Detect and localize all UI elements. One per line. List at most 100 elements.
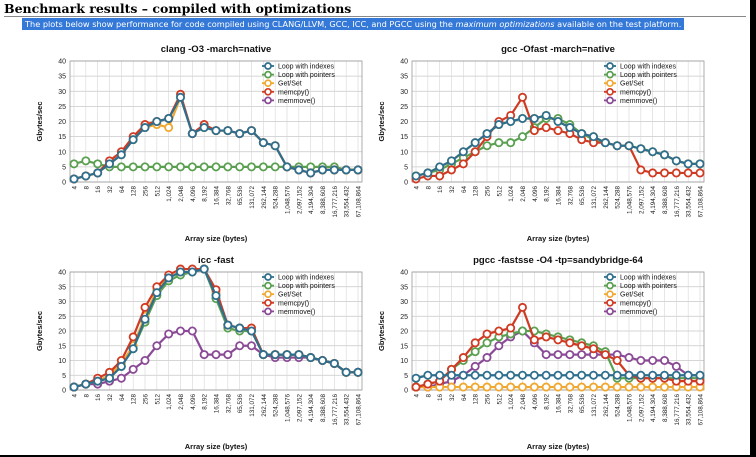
data-point <box>447 165 457 175</box>
y-tick-label: 30 <box>58 299 66 306</box>
data-point <box>258 138 268 148</box>
x-tick-label: 64 <box>461 394 468 402</box>
x-tick-label: 262,144 <box>603 394 610 417</box>
x-tick-label: 8,192 <box>202 394 209 410</box>
data-point <box>458 353 468 363</box>
legend-entry: Get/Set <box>278 81 302 88</box>
data-point <box>306 353 316 363</box>
data-point <box>105 159 115 169</box>
x-tick-label: 32 <box>107 394 114 402</box>
x-tick-label: 128 <box>131 394 138 405</box>
x-tick-label: 16 <box>95 186 102 194</box>
x-tick-label: 4,096 <box>532 186 539 202</box>
x-tick-label: 33,554,432 <box>344 394 351 426</box>
data-point <box>235 323 245 333</box>
x-tick-label: 2,048 <box>520 394 527 410</box>
data-point <box>317 165 327 175</box>
x-tick-label: 1,048,576 <box>285 186 292 215</box>
x-tick-label: 2,097,152 <box>638 186 645 215</box>
data-point <box>164 162 174 172</box>
data-point <box>648 370 658 380</box>
data-point <box>423 370 433 380</box>
data-point <box>553 335 563 345</box>
data-point <box>411 171 421 181</box>
chart-panel-gcc: gcc -Ofast -march=native 0 5 10 15 20 25 30 35 40… <box>372 40 712 245</box>
data-point <box>199 123 209 133</box>
legend-entry: memmove() <box>278 309 315 316</box>
legend-swatch-marker <box>264 87 272 96</box>
x-tick-label: 524,288 <box>615 394 622 417</box>
data-point <box>282 162 292 172</box>
data-point <box>636 370 646 380</box>
x-tick-label: 32,768 <box>225 186 232 206</box>
data-point <box>659 356 669 366</box>
data-point <box>695 159 705 169</box>
data-point <box>482 353 492 363</box>
y-tick-label: 0 <box>62 180 66 187</box>
x-tick-label: 2,048 <box>520 186 527 202</box>
legend-swatch-marker <box>264 62 272 70</box>
data-point <box>81 171 91 181</box>
data-point <box>175 162 185 172</box>
data-point <box>506 382 516 392</box>
x-tick-label: 524,288 <box>273 186 280 209</box>
x-tick-label: 4,194,304 <box>650 394 657 423</box>
x-axis-label: Array size (bytes) <box>527 442 590 451</box>
x-tick-label: 8,388,608 <box>320 186 327 215</box>
data-point <box>152 117 162 127</box>
data-point <box>128 162 138 172</box>
data-point <box>671 361 681 371</box>
y-tick-label: 20 <box>58 329 66 336</box>
x-tick-label: 67,108,864 <box>356 186 363 218</box>
data-point <box>69 382 79 392</box>
x-tick-label: 33,554,432 <box>344 186 351 218</box>
page-heading: Benchmark results – compiled with optimi… <box>4 1 352 16</box>
data-point <box>683 168 693 178</box>
data-point <box>411 382 421 392</box>
data-point <box>541 332 551 342</box>
data-point <box>577 382 587 392</box>
data-point <box>541 110 551 120</box>
x-tick-label: 4,194,304 <box>308 394 315 423</box>
y-tick-label: 20 <box>400 119 408 126</box>
data-point <box>175 267 185 277</box>
data-point <box>152 162 162 172</box>
data-point <box>258 162 268 172</box>
data-point <box>541 370 551 380</box>
legend-swatch-marker <box>606 70 614 79</box>
data-point <box>577 129 587 139</box>
data-point <box>517 113 527 123</box>
y-tick-label: 40 <box>58 270 66 277</box>
data-point <box>140 302 150 312</box>
x-tick-label: 8,192 <box>202 186 209 202</box>
data-point <box>69 174 79 184</box>
y-tick-label: 30 <box>400 299 408 306</box>
legend-entry: Loop with indexes <box>620 275 677 282</box>
series-0 <box>69 92 363 184</box>
x-tick-label: 1,024 <box>508 186 515 202</box>
x-tick-label: 2,097,152 <box>296 394 303 423</box>
data-point <box>482 129 492 139</box>
legend-swatch-marker <box>606 307 614 316</box>
data-point <box>636 165 646 175</box>
data-point <box>246 126 256 136</box>
data-point <box>128 344 138 354</box>
x-tick-label: 16 <box>437 186 444 194</box>
intro-after: available on the test platform. <box>554 19 682 29</box>
x-tick-label: 512 <box>154 394 161 405</box>
x-tick-label: 256 <box>143 394 150 405</box>
y-tick-label: 10 <box>58 358 66 365</box>
data-point <box>128 364 138 374</box>
x-tick-label: 8,192 <box>544 186 551 202</box>
x-tick-label: 262,144 <box>261 394 268 417</box>
data-point <box>600 382 610 392</box>
data-point <box>482 338 492 348</box>
x-tick-label: 2,097,152 <box>638 394 645 423</box>
y-tick-label: 5 <box>62 164 66 171</box>
data-point <box>565 338 575 348</box>
data-point <box>553 382 563 392</box>
data-point <box>258 350 268 360</box>
